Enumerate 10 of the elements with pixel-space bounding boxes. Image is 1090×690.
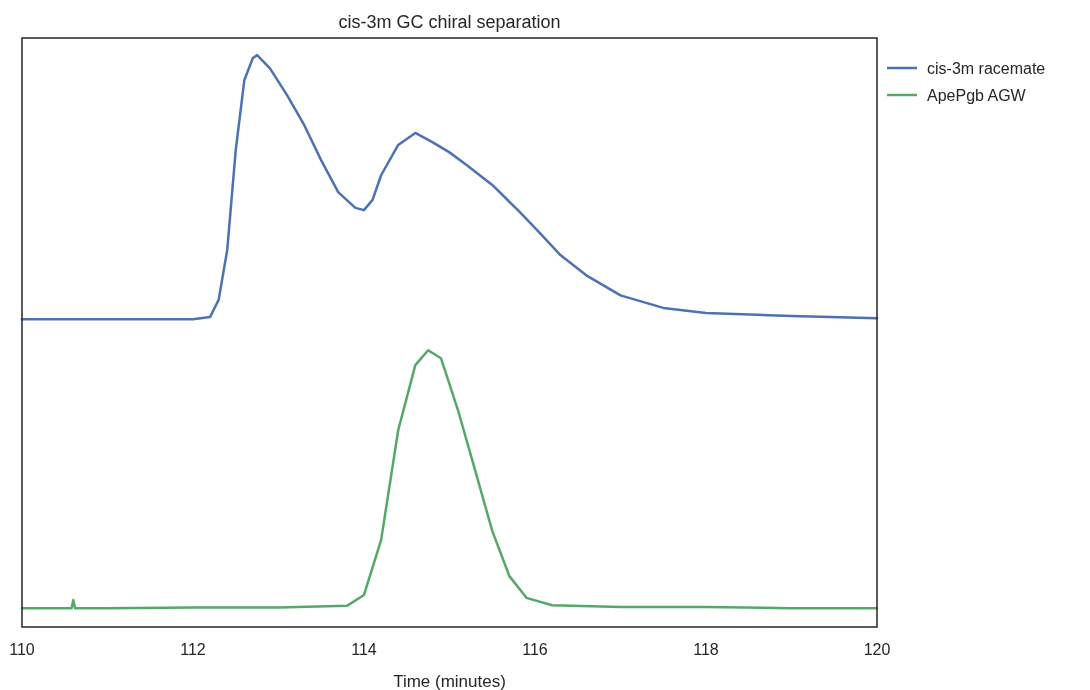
x-tick-label: 120 — [863, 641, 891, 658]
chart-title: cis-3m GC chiral separation — [338, 12, 561, 32]
x-tick-label: 116 — [522, 641, 548, 658]
x-axis-title: Time (minutes) — [393, 672, 506, 690]
x-tick-label: 118 — [693, 641, 719, 658]
legend-label: cis-3m racemate — [927, 60, 1046, 77]
x-tick-label: 114 — [351, 641, 377, 658]
legend-label: ApePgb AGW — [927, 87, 1027, 104]
x-tick-label: 112 — [180, 641, 206, 658]
x-tick-label: 110 — [9, 641, 35, 658]
